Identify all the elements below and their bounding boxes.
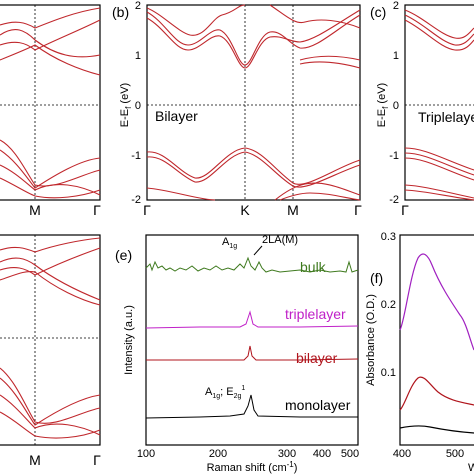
frame	[399, 234, 474, 446]
x-tick-label: 200	[209, 448, 227, 460]
y-axis-label: Absorbance (O.D.)	[365, 294, 377, 386]
x-tick-label: Γ	[93, 202, 101, 218]
y-tick-label: 2	[393, 0, 399, 12]
x-tick-label: M	[29, 202, 41, 218]
x-tick-label: 400	[313, 448, 331, 460]
y-tick-label: 2	[135, 0, 141, 12]
annotation: A1g	[222, 236, 237, 250]
x-tick-label: Γ	[354, 202, 362, 218]
x-tick-label: 300	[278, 448, 296, 460]
x-tick-label: M	[287, 202, 299, 218]
y-tick-label: 0	[135, 100, 141, 112]
panel-e: (e) bulk triplelayer bilayer monolayer A…	[115, 234, 359, 474]
x-tick-label: M	[29, 452, 41, 468]
x-tick-label: Γ	[93, 452, 101, 468]
x-tick-label: 100	[137, 448, 155, 460]
x-axis-label: W	[468, 462, 474, 474]
panel-label: (f)	[370, 270, 383, 286]
frame	[146, 4, 361, 201]
y-tick-label: -2	[389, 194, 399, 206]
frame	[404, 4, 474, 201]
y-tick-label: 0.2	[381, 299, 396, 311]
panel-text: Triplelayer	[418, 109, 474, 125]
y-tick-label: 1	[135, 50, 141, 62]
trace-label: bulk	[300, 259, 327, 275]
x-tick-label: 500	[446, 448, 464, 460]
panel-text: Bilayer	[155, 108, 198, 124]
x-tick-label: Γ	[143, 202, 151, 218]
panel-label: (e)	[115, 247, 132, 263]
annotation: A1g; E2g1	[205, 385, 245, 400]
y-tick-label: -1	[131, 150, 141, 162]
trace-label: triplelayer	[285, 306, 346, 322]
x-tick-label: K	[240, 202, 250, 218]
x-tick-label: Γ	[401, 202, 409, 218]
frame	[0, 234, 101, 446]
x-tick-label: 500	[341, 448, 359, 460]
annotation: 2LA(M)	[262, 234, 298, 246]
panel-d: M Γ	[0, 234, 101, 468]
y-tick-label: 1	[393, 50, 399, 62]
x-axis-label: Raman shift (cm-1)	[207, 460, 298, 474]
x-tick-label: 400	[393, 448, 411, 460]
y-axis-label: E-Ef (eV)	[376, 83, 390, 127]
y-tick-label: 0	[393, 100, 399, 112]
panel-label: (b)	[112, 4, 129, 20]
y-tick-label: 0.3	[381, 231, 396, 243]
y-axis-label: Intensity (a.u.)	[123, 305, 135, 375]
panel-f: (f) 0.3 0.2 0.1 400 500 W Absorbance (O.…	[365, 231, 474, 474]
panel-b: (b) Bilayer 2 1 0 -1 -2 E-Ef (eV) Γ K M …	[112, 0, 362, 218]
trace-label: monolayer	[285, 397, 351, 413]
panel-c: (c) Triplelayer 2 1 0 -1 -2 E-Ef (eV) Γ	[370, 0, 474, 218]
frame	[0, 4, 101, 201]
frame	[145, 234, 359, 446]
panel-a: M Γ	[0, 4, 101, 218]
y-tick-label: -1	[389, 150, 399, 162]
trace-label: bilayer	[296, 350, 338, 366]
y-tick-label: -2	[131, 194, 141, 206]
y-tick-label: 0.1	[381, 367, 396, 379]
panel-label: (c)	[370, 4, 386, 20]
y-axis-label: E-Ef (eV)	[119, 83, 133, 127]
